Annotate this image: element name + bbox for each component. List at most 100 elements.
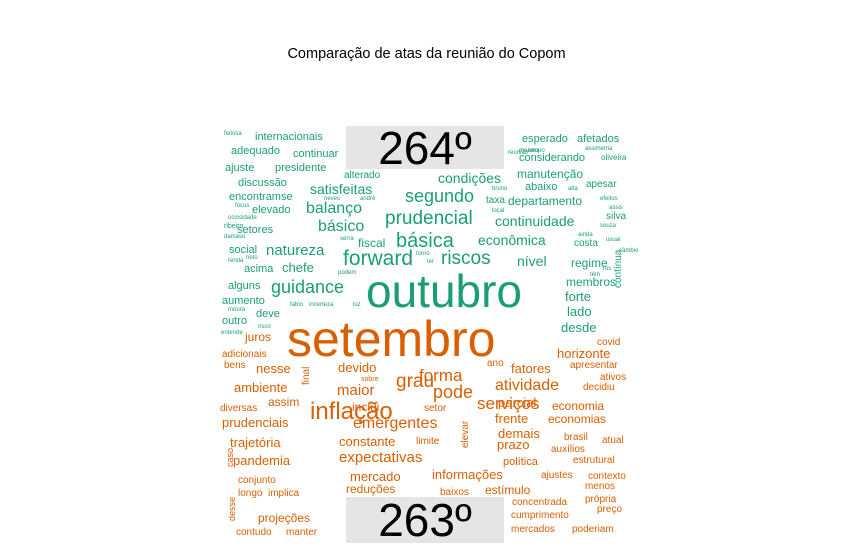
word-263-126: concentrada <box>512 497 568 508</box>
word-263-118: adicionais <box>222 349 267 360</box>
word-264-7: balanço <box>306 200 363 217</box>
word-264-37: acima <box>244 263 274 275</box>
word-264-9: natureza <box>266 242 325 259</box>
word-263-102: horizonte <box>557 346 611 361</box>
word-263-119: bens <box>224 360 246 371</box>
word-263-85: inflação <box>310 398 393 425</box>
word-264-57: andré <box>360 196 376 202</box>
word-264-71: renda <box>228 258 244 264</box>
word-263-130: própria <box>585 494 617 505</box>
word-263-113: assim <box>268 395 300 409</box>
word-264-23: departamento <box>508 194 583 208</box>
word-264-44: costa <box>574 238 598 249</box>
word-263-106: estímulo <box>485 483 531 497</box>
word-264-66: usual <box>606 237 621 243</box>
word-264-54: focus <box>235 203 250 209</box>
word-263-117: política <box>503 456 538 468</box>
word-263-151: desse <box>227 496 237 521</box>
word-264-78: moura <box>228 307 246 313</box>
word-263-148: sobre <box>361 376 379 383</box>
word-263-98: prudenciais <box>222 415 289 430</box>
word-263-111: economia <box>552 399 605 413</box>
word-264-59: alta <box>568 186 578 192</box>
word-264-56: neves <box>324 196 341 202</box>
word-264-79: risco <box>258 324 271 330</box>
word-263-91: emergentes <box>353 415 438 432</box>
word-263-128: mercados <box>511 524 555 535</box>
word-264-47: alterado <box>344 170 381 181</box>
word-264-61: bruno <box>492 186 508 192</box>
word-263-147: final <box>301 366 312 385</box>
word-263-132: ajustes <box>541 470 573 481</box>
word-263-112: economias <box>548 412 607 426</box>
word-264-48: taxa <box>486 195 505 206</box>
word-263-138: atual <box>602 435 624 446</box>
word-264-28: adequado <box>231 145 280 157</box>
word-264-43: apesar <box>586 179 617 190</box>
word-263-103: constante <box>339 434 396 449</box>
word-263-146: elevar <box>460 420 471 448</box>
word-264-42: abaixo <box>525 181 558 193</box>
word-264-32: discussão <box>238 177 287 189</box>
word-264-50: assimetria <box>585 146 613 152</box>
word-263-149: ano <box>487 358 504 369</box>
word-263-135: estrutural <box>573 455 615 466</box>
word-264-45: silva <box>606 211 627 222</box>
word-264-34: elevado <box>252 204 291 216</box>
word-263-86: grau <box>396 371 435 392</box>
word-263-121: conjunto <box>238 475 276 486</box>
word-264-55: ociosidade <box>228 215 257 221</box>
word-263-120: diversas <box>220 403 258 414</box>
word-263-104: mercado <box>350 469 401 484</box>
word-264-16: forte <box>565 289 592 304</box>
word-264-68: torno <box>416 251 430 257</box>
word-263-92: expectativas <box>339 449 423 466</box>
word-264-75: fabio <box>290 302 304 308</box>
word-264-51: feitosa <box>224 131 242 137</box>
word-264-67: câmbio <box>619 248 639 254</box>
word-263-136: auxílios <box>551 444 585 455</box>
word-263-122: longo <box>238 488 263 499</box>
word-264-62: efeitos <box>600 196 618 202</box>
word-264-73: rus <box>603 266 612 272</box>
word-264-8: básico <box>318 218 365 235</box>
word-264-60: local <box>492 208 505 214</box>
word-264-52: ribeiro <box>224 223 244 230</box>
word-263-93: maior <box>337 382 375 399</box>
word-263-141: decidiu <box>583 382 615 393</box>
word-263-115: juros <box>245 330 272 344</box>
word-264-12: continuidade <box>495 213 575 229</box>
chart-title: Comparação de atas da reunião do Copom <box>287 46 566 62</box>
word-264-20: regime <box>571 256 608 270</box>
word-263-96: devido <box>338 360 377 375</box>
word-263-123: implica <box>268 488 300 499</box>
word-264-35: setores <box>237 224 274 236</box>
word-264-77: luz <box>353 302 361 308</box>
word-263-144: setor <box>424 403 447 414</box>
word-264-24: considerando <box>519 152 586 164</box>
word-264-11: condições <box>438 170 502 186</box>
word-264-33: encontramse <box>229 191 293 203</box>
word-264-46: contínua <box>613 249 624 288</box>
word-264-64: souza <box>600 223 617 229</box>
word-263-107: parcial <box>498 395 537 410</box>
word-263-99: trajetória <box>230 435 281 450</box>
word-263-137: brasil <box>564 432 588 443</box>
word-263-114: inclui <box>352 400 380 414</box>
word-264-83: tempo <box>528 148 545 154</box>
word-264-0: outubro <box>366 265 523 317</box>
word-264-3: prudencial <box>385 208 473 229</box>
word-263-142: covid <box>597 337 621 348</box>
word-263-109: prazo <box>497 437 530 452</box>
word-264-4: riscos <box>441 248 491 269</box>
word-264-49: oliveira <box>601 153 627 162</box>
word-264-70: podem <box>338 270 357 276</box>
word-264-76: incerteza <box>309 302 334 308</box>
word-264-41: outro <box>222 315 248 327</box>
word-263-145: baixos <box>440 487 469 498</box>
word-264-65: ainda <box>578 232 593 238</box>
word-264-30: presidente <box>275 162 327 174</box>
word-264-74: têm <box>590 272 601 278</box>
word-264-38: alguns <box>228 280 261 292</box>
